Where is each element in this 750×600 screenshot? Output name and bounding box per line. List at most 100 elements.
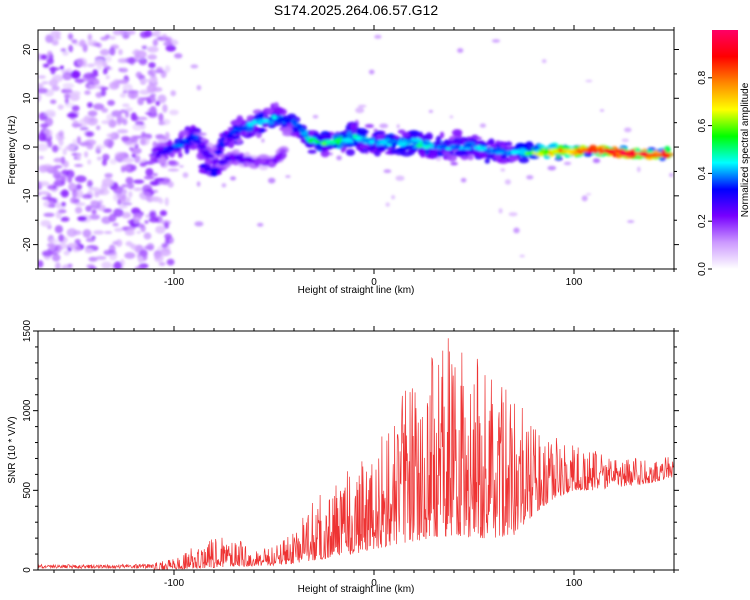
noise-blob <box>71 39 78 44</box>
colorbar-gradient <box>712 30 738 269</box>
noise-blob <box>51 253 61 262</box>
snr-frame <box>37 330 675 571</box>
noise-blob <box>135 50 147 59</box>
signal-blob <box>376 146 386 152</box>
noise-blob <box>457 48 464 53</box>
noise-blob <box>113 261 122 269</box>
signal-blob <box>467 154 474 161</box>
noise-blob <box>75 184 83 190</box>
noise-blob <box>312 114 319 119</box>
noise-blob <box>107 140 113 149</box>
noise-blob <box>157 94 167 104</box>
colorbar-tick-label: 0.4 <box>697 166 708 180</box>
noise-blob <box>637 166 641 173</box>
signal-blob-core <box>622 153 627 157</box>
signal-blob-core <box>276 117 286 122</box>
signal-blob-core <box>252 119 258 125</box>
noise-blob <box>268 177 276 184</box>
signal-blob <box>345 142 355 147</box>
noise-blob <box>121 136 130 142</box>
secondary-signal-blob-core <box>277 152 284 158</box>
signal-blob <box>435 135 442 144</box>
noise-blob <box>125 176 134 185</box>
noise-blob <box>167 168 180 172</box>
noise-blob <box>124 252 136 259</box>
noise-blob <box>68 182 77 192</box>
signal-blob-core <box>298 127 306 133</box>
noise-blob <box>67 175 73 184</box>
noise-blob <box>391 195 395 200</box>
noise-blob <box>627 220 635 223</box>
signal-blob <box>307 149 317 154</box>
noise-blob <box>165 45 177 52</box>
signal-blob <box>253 126 261 132</box>
signal-blob-core <box>291 121 296 125</box>
noise-blob <box>90 200 98 205</box>
signal-blob-core <box>227 133 234 139</box>
noise-blob <box>164 131 170 140</box>
noise-blob <box>87 102 93 108</box>
noise-blob <box>164 65 171 73</box>
noise-blob <box>129 147 134 151</box>
y-tick-label: -20 <box>22 237 33 252</box>
colorbar: 0.0 0.2 0.4 0.6 0.8 Normalized spectral ampl… <box>697 30 750 276</box>
signal-blob-core <box>214 150 223 155</box>
noise-blob <box>498 208 503 214</box>
noise-blob <box>64 97 69 105</box>
y-tick-label: 1500 <box>22 319 33 342</box>
signal-blob <box>455 150 467 156</box>
noise-blob <box>102 159 107 166</box>
signal-blob-core <box>581 148 589 153</box>
signal-blob-core <box>220 137 225 142</box>
noise-blob <box>126 30 136 35</box>
secondary-signal-blob-core <box>241 157 247 160</box>
noise-blob <box>101 120 111 125</box>
noise-blob <box>144 220 149 224</box>
noise-blob <box>121 202 133 206</box>
signal-blob-core <box>614 149 623 153</box>
noise-blob <box>116 115 125 124</box>
noise-blob <box>38 75 46 79</box>
noise-blob <box>152 39 159 47</box>
noise-blob <box>51 144 59 153</box>
noise-blob <box>149 106 157 115</box>
noise-blob <box>107 99 115 106</box>
signal-blob-core <box>154 154 162 159</box>
noise-blob <box>190 64 199 69</box>
noise-blob <box>113 186 124 195</box>
noise-blob <box>60 89 73 94</box>
noise-blob <box>51 39 59 46</box>
noise-blob <box>58 209 67 214</box>
signal-blob <box>442 150 451 157</box>
noise-blob <box>160 118 171 126</box>
noise-blob <box>158 262 166 266</box>
noise-blob <box>169 109 179 116</box>
noise-blob <box>47 140 53 148</box>
signal-blob-core <box>483 149 494 153</box>
noise-blob <box>96 63 103 71</box>
noise-blob <box>368 69 375 75</box>
snr-y-label: SNR (10 * V/V) <box>7 416 18 483</box>
noise-blob <box>119 67 129 73</box>
noise-blob <box>62 160 69 168</box>
noise-blob <box>87 159 92 165</box>
x-tick-label: 0 <box>371 277 377 288</box>
secondary-signal-blob-core <box>279 148 287 154</box>
signal-blob <box>509 154 519 162</box>
signal-blob <box>346 130 352 138</box>
noise-blob <box>141 97 151 101</box>
noise-blob <box>174 53 183 59</box>
signal-blob-core <box>549 148 556 153</box>
signal-blob <box>518 157 530 164</box>
signal-blob <box>484 158 490 164</box>
noise-blob <box>491 39 501 43</box>
noise-blob <box>132 123 144 131</box>
signal-blob-core <box>212 158 219 163</box>
y-tick-label: -10 <box>22 188 33 203</box>
signal-blob <box>340 147 346 153</box>
noise-blob <box>479 123 486 128</box>
noise-blob <box>374 34 382 39</box>
noise-blob <box>111 110 122 118</box>
noise-blob <box>96 125 101 131</box>
noise-blob <box>69 93 80 101</box>
